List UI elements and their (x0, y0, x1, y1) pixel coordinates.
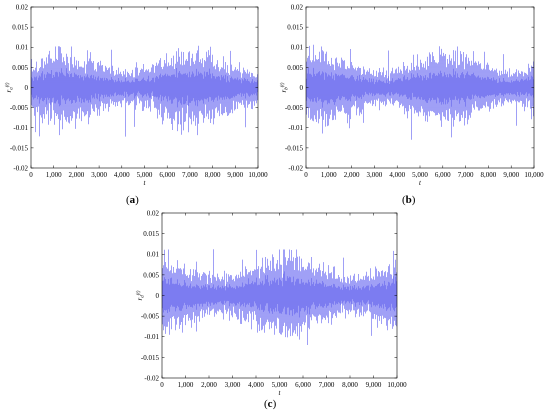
x-tick-label: 7,000 (319, 381, 335, 389)
panel-label-b: (b) (402, 194, 416, 206)
y-tick-label: 0.005 (143, 271, 159, 279)
y-axis-label: rb(t) (280, 82, 290, 92)
series-core (306, 67, 534, 108)
x-tick-label: 9,000 (366, 381, 382, 389)
y-tick-label: -0.005 (285, 104, 304, 112)
x-tick-label: 5,000 (137, 171, 153, 179)
y-tick-label: 0.015 (12, 24, 28, 32)
y-tick-label: -0.015 (285, 144, 304, 152)
x-tick-label: 10,000 (387, 381, 407, 389)
y-tick-label: 0.015 (287, 24, 303, 32)
x-tick-label: 8,000 (342, 381, 358, 389)
x-tick-label: 0 (29, 171, 33, 179)
x-tick-label: 9,000 (503, 171, 519, 179)
y-tick-label: -0.02 (288, 164, 303, 172)
x-axis-label: t (419, 179, 422, 187)
x-tick-label: 4,000 (114, 171, 130, 179)
x-tick-label: 6,000 (295, 381, 311, 389)
y-tick-label: -0.015 (10, 144, 29, 152)
series-line (306, 44, 534, 140)
y-tick-label: 0 (300, 84, 304, 92)
y-tick-label: 0 (25, 84, 29, 92)
y-axis-label: ra(t) (5, 82, 15, 92)
y-tick-label: -0.005 (10, 104, 29, 112)
x-tick-label: 2,000 (69, 171, 85, 179)
x-tick-label: 3,000 (367, 171, 383, 179)
y-tick-label: -0.02 (13, 164, 28, 172)
y-tick-label: 0.02 (291, 3, 304, 11)
y-tick-label: -0.005 (141, 313, 160, 321)
panel-b: 0 1,000 2,000 3,000 4,000 5,000 6,000 7,000 8,00… (280, 3, 544, 187)
x-tick-label: 5,000 (412, 171, 428, 179)
x-tick-label: 9,000 (227, 171, 243, 179)
y-tick-label: -0.02 (144, 374, 159, 382)
x-axis-label: t (144, 179, 147, 187)
x-tick-label: 8,000 (481, 171, 497, 179)
x-tick-label: 7,000 (182, 171, 198, 179)
panel-c: 0 1,000 2,000 3,000 4,000 5,000 6,000 7,000 8,00… (136, 209, 407, 397)
x-tick-label: 3,000 (225, 381, 241, 389)
x-tick-label: 1,000 (178, 381, 194, 389)
x-tick-label: 0 (304, 171, 308, 179)
x-tick-label: 0 (160, 381, 164, 389)
y-tick-label: -0.01 (13, 124, 28, 132)
y-tick-label: -0.01 (144, 333, 159, 341)
x-tick-label: 2,000 (344, 171, 360, 179)
series-line (162, 249, 397, 345)
y-tick-label: 0.01 (147, 251, 160, 259)
y-tick-label: 0 (156, 292, 160, 300)
series-core (31, 68, 258, 108)
x-tick-label: 6,000 (435, 171, 451, 179)
x-tick-label: 1,000 (321, 171, 337, 179)
x-axis-label: t (279, 389, 282, 397)
y-tick-label: 0.02 (147, 209, 160, 217)
x-tick-label: 3,000 (91, 171, 107, 179)
y-tick-label: 0.015 (143, 230, 159, 238)
x-tick-label: 4,000 (389, 171, 405, 179)
y-tick-label: 0.01 (16, 44, 29, 52)
x-tick-label: 2,000 (201, 381, 217, 389)
x-tick-label: 10,000 (248, 171, 268, 179)
x-tick-label: 6,000 (159, 171, 175, 179)
x-tick-label: 7,000 (458, 171, 474, 179)
x-tick-label: 1,000 (46, 171, 62, 179)
series-core (162, 271, 397, 318)
y-tick-label: 0.005 (12, 64, 28, 72)
series-line (31, 45, 258, 137)
panel-a: 0 1,000 2,000 3,000 4,000 5,000 6,000 7,000 8,00… (5, 3, 268, 187)
x-tick-label: 4,000 (248, 381, 264, 389)
y-tick-label: 0.02 (16, 3, 29, 11)
panel-label-a: (a) (126, 194, 139, 206)
y-axis-label: rd(t) (136, 290, 146, 300)
y-tick-label: 0.01 (291, 44, 304, 52)
x-tick-label: 8,000 (205, 171, 221, 179)
y-tick-label: -0.01 (288, 124, 303, 132)
x-tick-label: 5,000 (272, 381, 288, 389)
y-tick-label: 0.005 (287, 64, 303, 72)
x-tick-label: 10,000 (524, 171, 544, 179)
y-tick-label: -0.015 (141, 354, 160, 362)
panel-label-c: (c) (264, 398, 277, 410)
